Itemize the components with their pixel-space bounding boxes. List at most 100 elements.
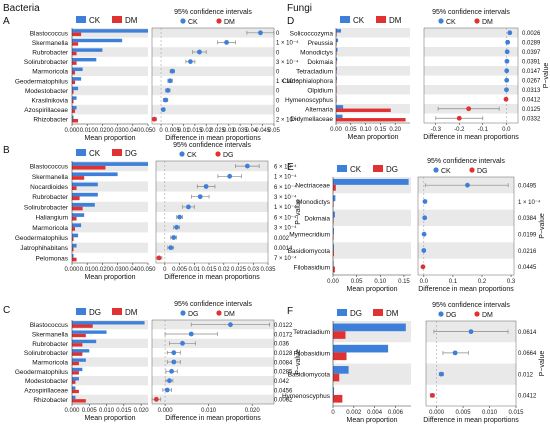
ci-tick-label: 0.03: [247, 267, 259, 273]
row-stripe: [333, 209, 411, 226]
ci-tick-label: 0.005: [172, 267, 188, 273]
bar: [336, 29, 342, 33]
bar: [72, 176, 85, 180]
bar-tick-label: 0.040: [125, 128, 141, 134]
row-stripe: [336, 66, 410, 76]
bar: [72, 206, 83, 211]
bar: [72, 109, 76, 113]
ci-legend-dot: [180, 310, 186, 316]
pvalue: 0: [276, 31, 280, 37]
bar: [72, 105, 77, 110]
ci-point: [244, 163, 250, 169]
row-stripe: [72, 394, 148, 404]
legend-label: DG: [125, 149, 137, 158]
row-stripe: [72, 357, 148, 367]
pvalue-axis-label: P−value: [539, 213, 546, 239]
ci-legend-label: DM: [482, 19, 493, 26]
ci-tick-label: 0.015: [202, 267, 218, 273]
ci-legend-label: CK: [446, 19, 456, 26]
ci-title: 95% confidence intervals: [174, 301, 252, 308]
category-label: Solirubrobacter: [24, 204, 69, 211]
bar: [72, 377, 79, 381]
bar: [72, 51, 77, 56]
row-stripe: [72, 104, 148, 115]
ci-point: [156, 255, 162, 261]
ci-point: [164, 387, 170, 393]
ci-legend-label: CK: [441, 168, 451, 175]
category-label: Geodermatophilus: [15, 235, 69, 242]
ci-legend-label: CK: [187, 152, 197, 159]
category-label: Didymellaceae: [290, 116, 333, 123]
bar: [333, 266, 335, 273]
category-label: Geodermatophilus: [15, 369, 69, 376]
bar: [72, 367, 83, 372]
ci-point: [151, 116, 157, 122]
section-title-bacteria: Bacteria: [3, 3, 40, 14]
row-stripe: [72, 320, 148, 330]
row-stripe: [424, 66, 518, 76]
ci-legend-label: DM: [224, 19, 235, 26]
ci-tick-label: 0.0: [502, 127, 511, 133]
bar: [72, 361, 79, 366]
ci-legend-label: CK: [188, 19, 198, 26]
category-label: Tetracladium: [293, 329, 330, 336]
ci-point: [177, 214, 182, 220]
bar: [72, 192, 98, 197]
panel-label: F: [287, 306, 293, 317]
bar: [72, 71, 76, 75]
ci-point: [160, 107, 166, 112]
pvalue: 0.0397: [522, 50, 541, 56]
bar: [72, 90, 74, 94]
category-label: Monodictys: [300, 49, 334, 56]
bar-tick-label: 0.005: [82, 408, 98, 414]
pvalue: 0: [276, 70, 280, 76]
ci-legend-dot: [433, 167, 439, 173]
row-stripe: [156, 201, 268, 212]
ci-tick-label: 0.01: [188, 267, 200, 273]
bar-tick-label: 0.15: [398, 279, 410, 285]
row-stripe: [72, 66, 148, 76]
bar: [336, 118, 406, 122]
category-label: Marmoricola: [32, 360, 68, 367]
category-label: Blastococcus: [30, 30, 69, 37]
category-label: Skermanella: [32, 174, 69, 181]
category-label: Alternaria: [305, 106, 333, 113]
pvalue: 0.0495: [518, 183, 537, 189]
category-label: Krasilnikovia: [32, 98, 69, 105]
row-stripe: [336, 85, 410, 95]
bar: [72, 213, 85, 217]
ci-point: [505, 39, 511, 45]
category-label: Filobasidium: [294, 350, 331, 357]
legend-swatch: [112, 16, 122, 23]
ci-point: [188, 59, 193, 64]
ci-tick-label: 0.01: [178, 128, 190, 134]
row-stripe: [152, 85, 274, 96]
bar: [72, 389, 79, 394]
bar: [333, 250, 334, 257]
bar: [72, 399, 86, 403]
bar-xlabel: Mean proportion: [347, 286, 398, 293]
pvalue: 1 × 10⁻⁴: [274, 174, 297, 181]
ci-point: [429, 392, 435, 398]
ci-point: [203, 184, 209, 189]
bar: [72, 57, 97, 62]
category-label: Monodictys: [297, 199, 331, 206]
ci-legend-dot: [216, 310, 222, 316]
row-stripe: [72, 47, 148, 57]
row-stripe: [156, 222, 268, 233]
ci-tick-label: 0.0: [420, 279, 429, 285]
bar: [72, 216, 77, 221]
pvalue: 0.0125: [522, 107, 541, 113]
pvalue: 0.0084: [274, 360, 293, 366]
pvalue: 2 × 10⁻⁴: [276, 117, 299, 124]
row-stripe: [152, 394, 274, 404]
row-stripe: [72, 28, 148, 38]
bar: [72, 172, 118, 177]
ci-point: [504, 49, 510, 55]
bar: [333, 331, 346, 339]
bar: [72, 352, 83, 356]
bar-tick-label: 0.004: [367, 410, 383, 416]
bar: [72, 38, 123, 43]
pvalue: 0.0216: [518, 249, 537, 255]
bar: [333, 344, 389, 353]
